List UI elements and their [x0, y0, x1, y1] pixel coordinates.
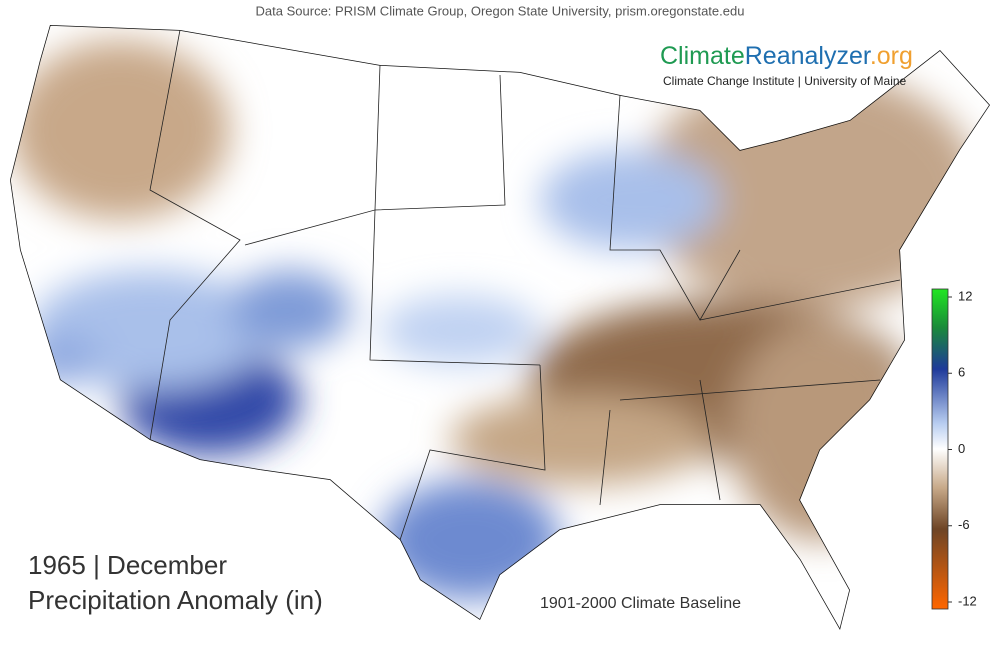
baseline-note: 1901-2000 Climate Baseline — [540, 595, 741, 612]
title-line: 1965 | December — [28, 550, 227, 580]
logo-part: Climate — [660, 42, 745, 70]
colorbar-tick-label: 6 — [958, 365, 965, 380]
title-line: Precipitation Anomaly (in) — [28, 585, 323, 615]
colorbar-tick-label: -12 — [958, 593, 977, 608]
colorbar — [931, 288, 949, 610]
logo-part: .org — [870, 42, 913, 70]
logo: ClimateReanalyzer.org — [660, 42, 913, 70]
colorbar-tick-label: 0 — [958, 441, 965, 456]
colorbar-tick-label: -6 — [958, 517, 970, 532]
data-source: Data Source: PRISM Climate Group, Oregon… — [256, 3, 745, 18]
logo-part: Reanalyzer — [745, 42, 871, 70]
colorbar-tick-label: 12 — [958, 288, 972, 303]
logo-subtitle: Climate Change Institute | University of… — [663, 74, 907, 88]
